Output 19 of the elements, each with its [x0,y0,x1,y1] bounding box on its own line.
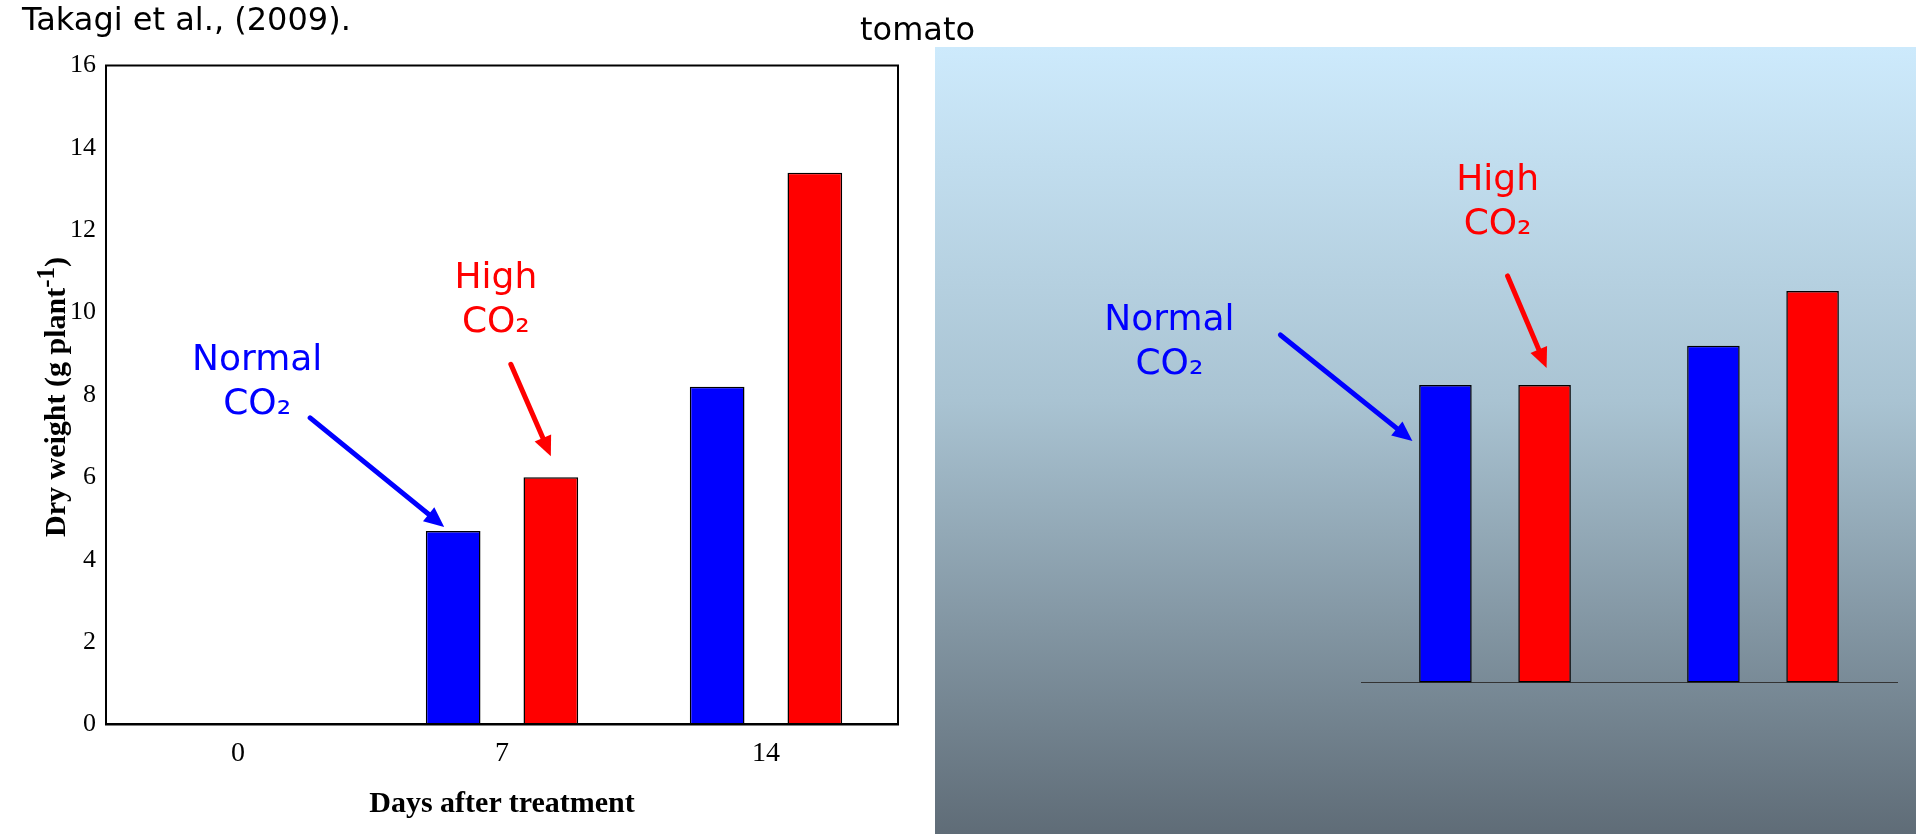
y-tick-label: 0 [83,708,96,738]
x-tick-label: 0 [231,735,245,767]
text: High CO₂ [1456,157,1539,243]
y-tick-label: 10 [70,296,96,326]
text: Takagi et al., (2009). [22,0,351,38]
text: Normal CO₂ [1104,297,1235,383]
text: Normal CO₂ [192,337,323,423]
y-tick-label: 4 [83,543,96,573]
x-tick-label: 7 [495,735,509,767]
y-tick-label: 14 [70,131,96,161]
y-tick-label: 2 [83,625,96,655]
y-tick-label: 6 [83,461,96,491]
text: High CO₂ [454,254,538,340]
y-tick-label: 16 [70,49,96,79]
chart-title: tomato [860,10,976,48]
y-tick-label: 12 [70,214,96,244]
x-axis-title: Days after treatment [369,784,635,818]
y-tick-label: 8 [83,378,96,408]
x-tick-label: 14 [752,735,780,767]
